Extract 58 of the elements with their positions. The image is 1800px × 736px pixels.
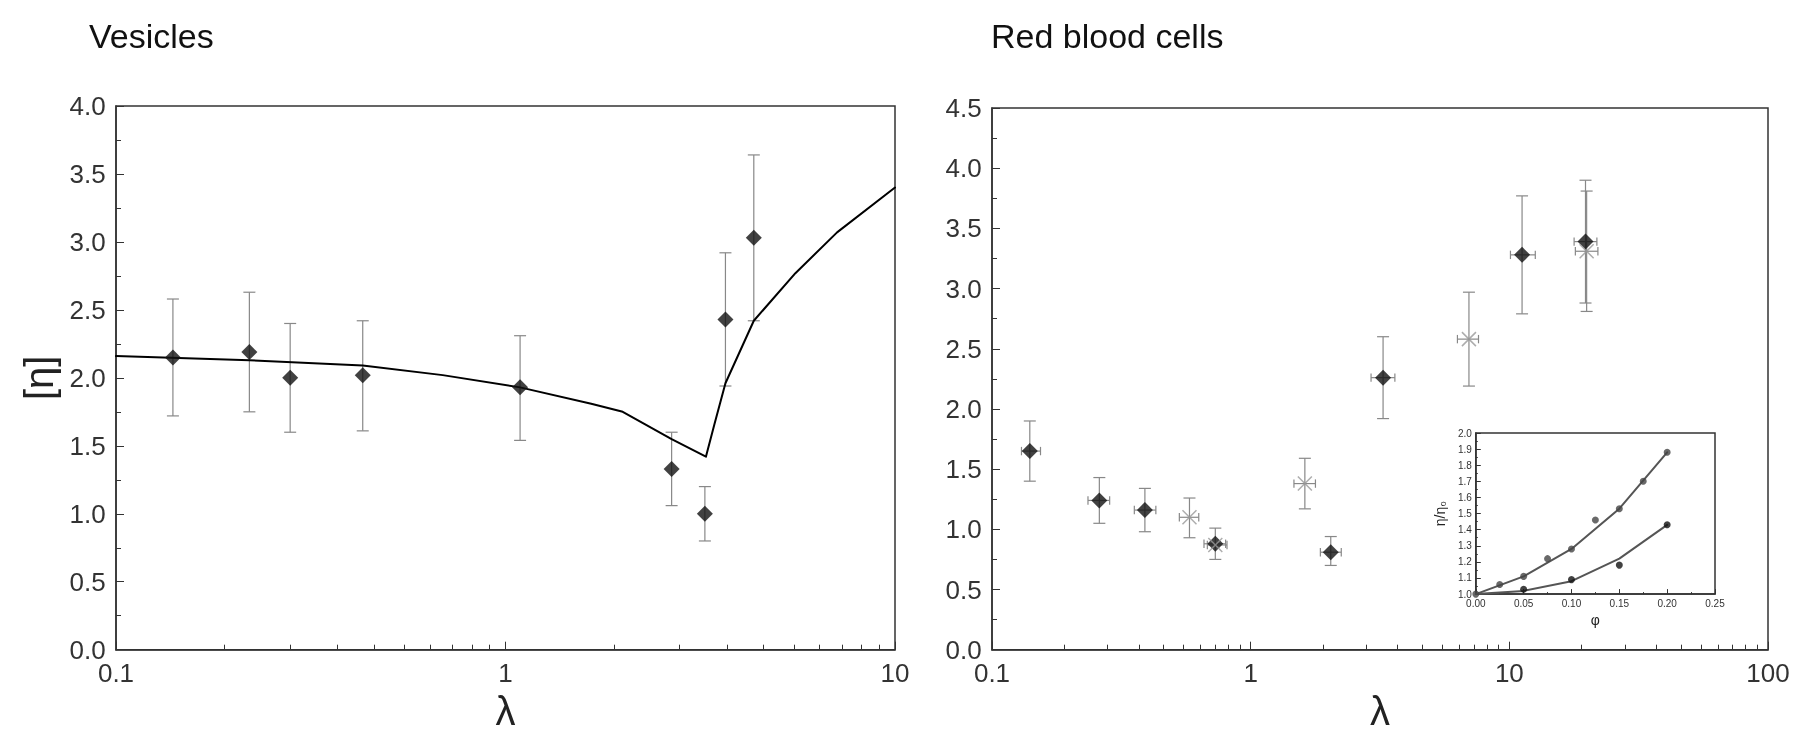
point — [1663, 521, 1671, 529]
chart-title: Red blood cells — [991, 17, 1224, 55]
x-tick-label: 0.15 — [1609, 597, 1630, 609]
y-tick-label: 1.5 — [945, 454, 982, 485]
x-axis-title: φ — [1590, 612, 1600, 628]
x-tick-label: 0.10 — [1561, 597, 1582, 609]
x-tick-label: 10 — [880, 658, 910, 689]
y-tick-label: 2.0 — [945, 393, 982, 424]
y-tick-label: 1.5 — [69, 430, 106, 461]
y-tick-label: 1.8 — [1457, 459, 1473, 471]
y-tick-label: 3.5 — [69, 158, 106, 189]
x-tick-label: 0.00 — [1466, 597, 1486, 609]
y-tick-label: 3.0 — [945, 273, 982, 304]
y-tick-label: 0.5 — [945, 574, 982, 605]
y-tick-label: 4.5 — [945, 93, 982, 123]
point — [1520, 572, 1528, 580]
x-tick-label: 0.05 — [1513, 597, 1534, 609]
y-tick-label: 4.0 — [945, 153, 982, 184]
y-tick-label: 1.0 — [945, 514, 982, 545]
y-tick-label: 1.1 — [1457, 572, 1473, 584]
y-tick-label: 1.0 — [69, 498, 106, 529]
point — [1567, 576, 1575, 584]
y-tick-label: 0.5 — [69, 566, 106, 597]
x-tick-label: 10 — [1494, 658, 1524, 689]
x-tick-label: 100 — [1746, 658, 1790, 689]
x-axis-title: λ — [1370, 689, 1390, 733]
y-axis-title: η/η₀ — [1432, 500, 1448, 527]
y-tick-label: 2.0 — [69, 362, 106, 393]
point — [1663, 448, 1671, 456]
y-tick-label: 3.5 — [945, 213, 982, 244]
y-tick-label: 1.9 — [1457, 443, 1473, 455]
y-tick-label: 1.5 — [1457, 508, 1473, 520]
y-tick-label: 1.0 — [1457, 588, 1473, 600]
x-axis-title: λ — [495, 689, 516, 733]
chart-title: Vesicles — [89, 17, 214, 55]
point — [1615, 561, 1623, 569]
y-tick-label: 1.4 — [1457, 524, 1473, 536]
point — [1567, 545, 1575, 553]
y-tick-label: 1.3 — [1457, 540, 1473, 552]
point — [1639, 477, 1647, 485]
point — [1496, 580, 1504, 588]
point — [1544, 555, 1552, 563]
y-tick-label: 2.0 — [1457, 427, 1473, 439]
y-tick-label: 3.0 — [69, 226, 106, 257]
x-tick-label: 0.20 — [1657, 597, 1678, 609]
x-tick-label: 1 — [1243, 658, 1258, 689]
y-tick-label: 2.5 — [69, 294, 106, 325]
y-tick-label: 2.5 — [945, 333, 982, 364]
point — [1520, 585, 1528, 593]
y-tick-label: 4.0 — [69, 91, 106, 121]
x-tick-label: 0.25 — [1705, 597, 1726, 609]
point — [1615, 505, 1623, 513]
y-axis-title: [η] — [16, 355, 61, 401]
y-tick-label: 1.2 — [1457, 556, 1473, 568]
point — [1591, 516, 1599, 524]
y-tick-label: 1.6 — [1457, 491, 1473, 503]
x-tick-label: 1 — [498, 658, 513, 689]
y-tick-label: 1.7 — [1457, 475, 1473, 487]
